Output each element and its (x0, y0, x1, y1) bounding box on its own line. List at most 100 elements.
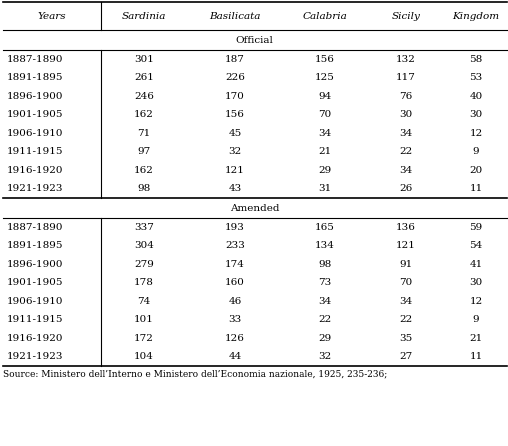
Text: 70: 70 (399, 278, 412, 288)
Text: 172: 172 (134, 334, 154, 343)
Text: 261: 261 (134, 74, 154, 83)
Text: 91: 91 (399, 260, 412, 269)
Text: 58: 58 (469, 55, 483, 64)
Text: 165: 165 (315, 223, 335, 232)
Text: Amended: Amended (230, 204, 279, 213)
Text: 41: 41 (469, 260, 483, 269)
Text: 30: 30 (399, 111, 412, 120)
Text: 76: 76 (399, 92, 412, 101)
Text: 187: 187 (225, 55, 245, 64)
Text: 20: 20 (469, 166, 483, 175)
Text: 30: 30 (469, 111, 483, 120)
Text: 34: 34 (318, 129, 331, 138)
Text: 34: 34 (399, 297, 412, 306)
Text: 134: 134 (315, 241, 335, 251)
Text: 31: 31 (318, 185, 331, 194)
Text: 1896-1900: 1896-1900 (7, 92, 63, 101)
Text: 1911-1915: 1911-1915 (7, 148, 63, 157)
Text: 34: 34 (318, 297, 331, 306)
Text: 12: 12 (469, 297, 483, 306)
Text: 1896-1900: 1896-1900 (7, 260, 63, 269)
Text: 44: 44 (229, 352, 242, 361)
Text: 1901-1905: 1901-1905 (7, 111, 63, 120)
Text: 29: 29 (318, 334, 331, 343)
Text: 12: 12 (469, 129, 483, 138)
Text: Source: Ministero dell’Interno e Ministero dell’Economia nazionale, 1925, 235-23: Source: Ministero dell’Interno e Ministe… (3, 369, 387, 378)
Text: 70: 70 (318, 111, 331, 120)
Text: Calabria: Calabria (302, 12, 347, 21)
Text: 73: 73 (318, 278, 331, 288)
Text: 1891-1895: 1891-1895 (7, 74, 63, 83)
Text: 304: 304 (134, 241, 154, 251)
Text: 233: 233 (225, 241, 245, 251)
Text: 246: 246 (134, 92, 154, 101)
Text: 226: 226 (225, 74, 245, 83)
Text: 54: 54 (469, 241, 483, 251)
Text: 193: 193 (225, 223, 245, 232)
Text: 156: 156 (315, 55, 335, 64)
Text: 34: 34 (399, 166, 412, 175)
Text: 1911-1915: 1911-1915 (7, 315, 63, 325)
Text: Sicily: Sicily (392, 12, 421, 21)
Text: 32: 32 (229, 148, 242, 157)
Text: 11: 11 (469, 352, 483, 361)
Text: 35: 35 (399, 334, 412, 343)
Text: 59: 59 (469, 223, 483, 232)
Text: 174: 174 (225, 260, 245, 269)
Text: 26: 26 (399, 185, 412, 194)
Text: 1887-1890: 1887-1890 (7, 55, 63, 64)
Text: 1921-1923: 1921-1923 (7, 185, 63, 194)
Text: 32: 32 (318, 352, 331, 361)
Text: 279: 279 (134, 260, 154, 269)
Text: 22: 22 (318, 315, 331, 325)
Text: 101: 101 (134, 315, 154, 325)
Text: 11: 11 (469, 185, 483, 194)
Text: 43: 43 (229, 185, 242, 194)
Text: 1916-1920: 1916-1920 (7, 334, 63, 343)
Text: 98: 98 (138, 185, 151, 194)
Text: 156: 156 (225, 111, 245, 120)
Text: 40: 40 (469, 92, 483, 101)
Text: 34: 34 (399, 129, 412, 138)
Text: 337: 337 (134, 223, 154, 232)
Text: Basilicata: Basilicata (209, 12, 261, 21)
Text: 178: 178 (134, 278, 154, 288)
Text: Kingdom: Kingdom (453, 12, 500, 21)
Text: Official: Official (236, 36, 274, 45)
Text: 117: 117 (396, 74, 416, 83)
Text: 29: 29 (318, 166, 331, 175)
Text: 9: 9 (473, 148, 480, 157)
Text: 132: 132 (396, 55, 416, 64)
Text: 160: 160 (225, 278, 245, 288)
Text: 9: 9 (473, 315, 480, 325)
Text: 22: 22 (399, 148, 412, 157)
Text: 121: 121 (396, 241, 416, 251)
Text: 136: 136 (396, 223, 416, 232)
Text: 1906-1910: 1906-1910 (7, 297, 63, 306)
Text: 162: 162 (134, 111, 154, 120)
Text: 301: 301 (134, 55, 154, 64)
Text: 1916-1920: 1916-1920 (7, 166, 63, 175)
Text: 71: 71 (138, 129, 151, 138)
Text: 1921-1923: 1921-1923 (7, 352, 63, 361)
Text: 97: 97 (138, 148, 151, 157)
Text: 98: 98 (318, 260, 331, 269)
Text: 53: 53 (469, 74, 483, 83)
Text: 104: 104 (134, 352, 154, 361)
Text: 21: 21 (318, 148, 331, 157)
Text: 1891-1895: 1891-1895 (7, 241, 63, 251)
Text: 125: 125 (315, 74, 335, 83)
Text: 94: 94 (318, 92, 331, 101)
Text: 74: 74 (138, 297, 151, 306)
Text: 27: 27 (399, 352, 412, 361)
Text: 126: 126 (225, 334, 245, 343)
Text: 30: 30 (469, 278, 483, 288)
Text: Years: Years (37, 12, 66, 21)
Text: 1887-1890: 1887-1890 (7, 223, 63, 232)
Text: 170: 170 (225, 92, 245, 101)
Text: 45: 45 (229, 129, 242, 138)
Text: 21: 21 (469, 334, 483, 343)
Text: 22: 22 (399, 315, 412, 325)
Text: 1901-1905: 1901-1905 (7, 278, 63, 288)
Text: 46: 46 (229, 297, 242, 306)
